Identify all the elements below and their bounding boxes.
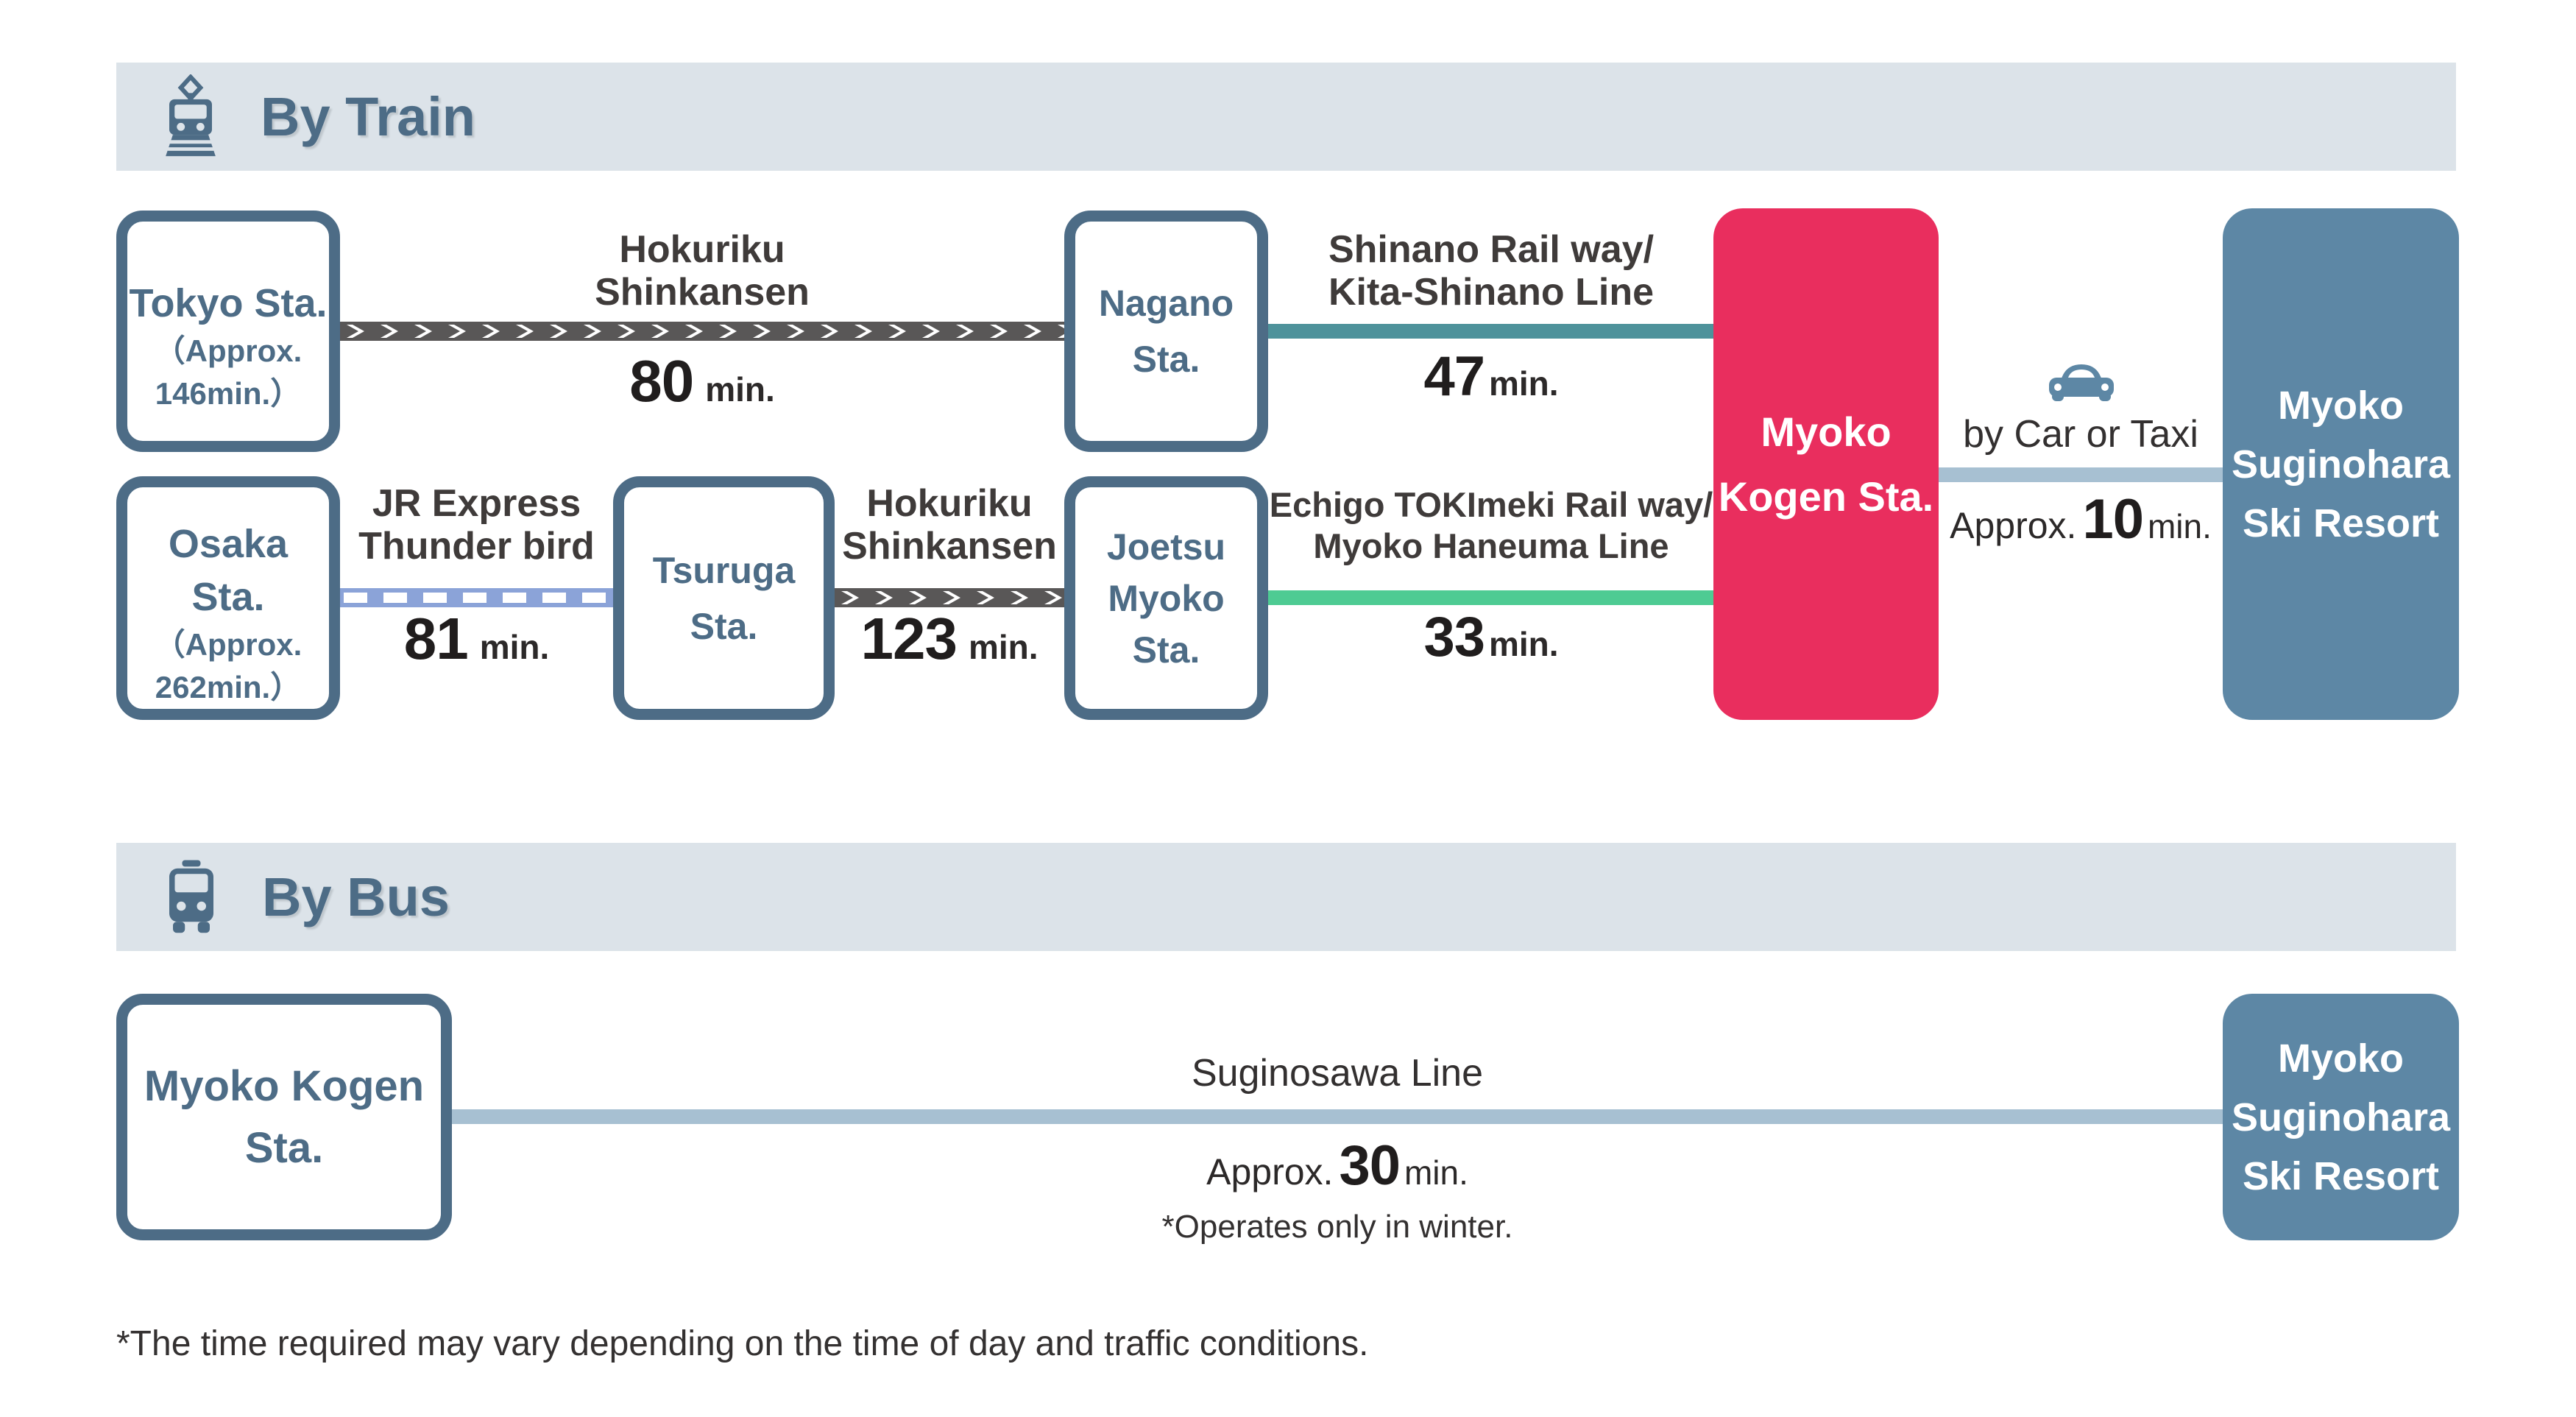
route-line-thunderbird — [340, 588, 613, 607]
footer-note: *The time required may vary depending on… — [116, 1324, 1369, 1363]
route-name-hokuriku-2-l1: Hokuriku — [866, 482, 1033, 525]
route-name-thunderbird-l2: Thunder bird — [358, 525, 595, 568]
route-time-hokuriku-2-value: 123 — [860, 606, 957, 671]
myoko-kogen-line2: Kogen Sta. — [1718, 473, 1934, 520]
route-line-shinano-railway — [1268, 324, 1713, 339]
route-line-hokuriku-shinkansen-1 — [340, 322, 1064, 341]
by-bus-header: By Bus — [116, 843, 2456, 951]
station-name-nagano-1: Nagano — [1098, 283, 1234, 324]
route-name-shinano-l2: Kita-Shinano Line — [1328, 271, 1654, 314]
suginosawa-time-unit: min. — [1404, 1153, 1468, 1192]
station-box-joetsu-myoko: Joetsu Myoko Sta. — [1064, 476, 1268, 720]
route-name-echigo: Echigo TOKImeki Rail way/ Myoko Haneuma … — [1226, 484, 1756, 567]
car-taxi-approx: Approx. — [1950, 505, 2077, 546]
station-note-tokyo-1: （Approx. — [154, 333, 302, 368]
route-line-suginosawa — [452, 1109, 2223, 1124]
myoko-kogen-line1: Myoko — [1761, 408, 1892, 455]
bus-icon — [162, 858, 221, 936]
suginosawa-approx: Approx. — [1206, 1151, 1334, 1192]
station-note-osaka-2: 262min.） — [155, 669, 302, 704]
resort-bus-line3: Ski Resort — [2242, 1153, 2440, 1198]
route-name-thunderbird: JR Express Thunder bird — [309, 482, 644, 568]
station-note-osaka-1: （Approx. — [154, 626, 302, 662]
suginosawa-line-name: Suginosawa Line — [1191, 1052, 1484, 1095]
route-name-hokuriku-1: Hokuriku Shinkansen — [481, 228, 923, 314]
resort-bus-line1: Myoko — [2277, 1036, 2405, 1081]
station-name-tsuruga-2: Sta. — [690, 605, 758, 647]
route-time-hokuriku-1-unit: min. — [705, 370, 775, 409]
route-time-hokuriku-1-value: 80 — [629, 348, 694, 414]
station-name-joetsu-2: Myoko — [1108, 577, 1225, 619]
station-name-tsuruga-1: Tsuruga — [652, 549, 796, 591]
resort-box-bus: Myoko Suginohara Ski Resort — [2223, 994, 2459, 1240]
station-box-myoko-kogen-bus: Myoko Kogen Sta. — [116, 994, 452, 1240]
car-icon — [2046, 361, 2117, 409]
station-box-myoko-kogen: Myoko Kogen Sta. — [1713, 208, 1939, 720]
route-name-echigo-l1: Echigo TOKImeki Rail way/ — [1269, 485, 1713, 524]
station-box-tsuruga: Tsuruga Sta. — [613, 476, 835, 720]
route-time-thunderbird-value: 81 — [403, 606, 469, 671]
route-name-shinano-l1: Shinano Rail way/ — [1328, 228, 1655, 271]
route-line-car-taxi — [1939, 467, 2223, 482]
car-taxi-label: by Car or Taxi — [1963, 413, 2198, 456]
station-name-joetsu-1: Joetsu — [1106, 526, 1226, 568]
station-box-osaka: Osaka Sta. （Approx. 262min.） — [116, 476, 340, 720]
route-name-hokuriku-1-l2: Shinkansen — [595, 271, 810, 314]
car-taxi-time-unit: min. — [2147, 507, 2212, 545]
resort-bus-line2: Suginohara — [2231, 1095, 2451, 1139]
by-train-header: By Train — [116, 63, 2456, 171]
route-time-echigo-unit: min. — [1488, 625, 1559, 663]
resort-train-line3: Ski Resort — [2242, 501, 2440, 545]
car-taxi-time-value: 10 — [2082, 488, 2144, 551]
route-time-hokuriku-1: 80 min. — [481, 347, 923, 415]
station-note-tokyo-2: 146min.） — [155, 376, 302, 411]
route-line-echigo-tokimeki — [1268, 590, 1713, 605]
route-time-shinano: 47 min. — [1270, 344, 1712, 409]
resort-box-train: Myoko Suginohara Ski Resort — [2223, 208, 2459, 720]
station-name-nagano-2: Sta. — [1132, 339, 1200, 380]
route-line-hokuriku-shinkansen-2 — [835, 588, 1064, 607]
route-name-hokuriku-2-l2: Shinkansen — [842, 525, 1057, 568]
route-name-echigo-l2: Myoko Haneuma Line — [1313, 526, 1669, 565]
route-name-hokuriku-1-l1: Hokuriku — [619, 228, 785, 271]
station-name-osaka: Osaka Sta. — [168, 521, 289, 619]
suginosawa-time: Approx. 30 min. — [1117, 1134, 1558, 1198]
by-train-title: By Train — [261, 86, 475, 147]
route-time-thunderbird: 81 min. — [309, 605, 644, 673]
route-time-thunderbird-unit: min. — [479, 628, 550, 666]
suginosawa-winter-note: *Operates only in winter. — [1161, 1209, 1513, 1245]
route-time-echigo-value: 33 — [1423, 606, 1485, 668]
train-icon — [162, 73, 219, 160]
by-bus-title: By Bus — [262, 866, 450, 927]
resort-train-line1: Myoko — [2277, 383, 2405, 428]
car-taxi-time: Approx. 10 min. — [1928, 487, 2233, 551]
station-name-joetsu-3: Sta. — [1132, 629, 1200, 671]
route-name-shinano: Shinano Rail way/ Kita-Shinano Line — [1270, 228, 1712, 314]
route-name-thunderbird-l1: JR Express — [372, 482, 581, 525]
route-time-hokuriku-2-unit: min. — [968, 628, 1038, 666]
route-name-hokuriku-2: Hokuriku Shinkansen — [780, 482, 1119, 568]
route-time-shinano-unit: min. — [1488, 364, 1559, 403]
route-time-shinano-value: 47 — [1423, 345, 1485, 408]
resort-train-line2: Suginohara — [2231, 442, 2451, 487]
route-time-echigo: 33 min. — [1226, 605, 1756, 669]
route-time-hokuriku-2: 123 min. — [780, 605, 1119, 673]
station-name-tokyo: Tokyo Sta. — [129, 281, 328, 325]
station-box-tokyo: Tokyo Sta. （Approx. 146min.） — [116, 211, 340, 452]
myoko-kogen-bus-line2: Sta. — [244, 1123, 324, 1172]
suginosawa-time-value: 30 — [1339, 1134, 1401, 1197]
myoko-kogen-bus-line1: Myoko Kogen — [144, 1061, 425, 1110]
station-box-nagano: Nagano Sta. — [1064, 211, 1268, 452]
